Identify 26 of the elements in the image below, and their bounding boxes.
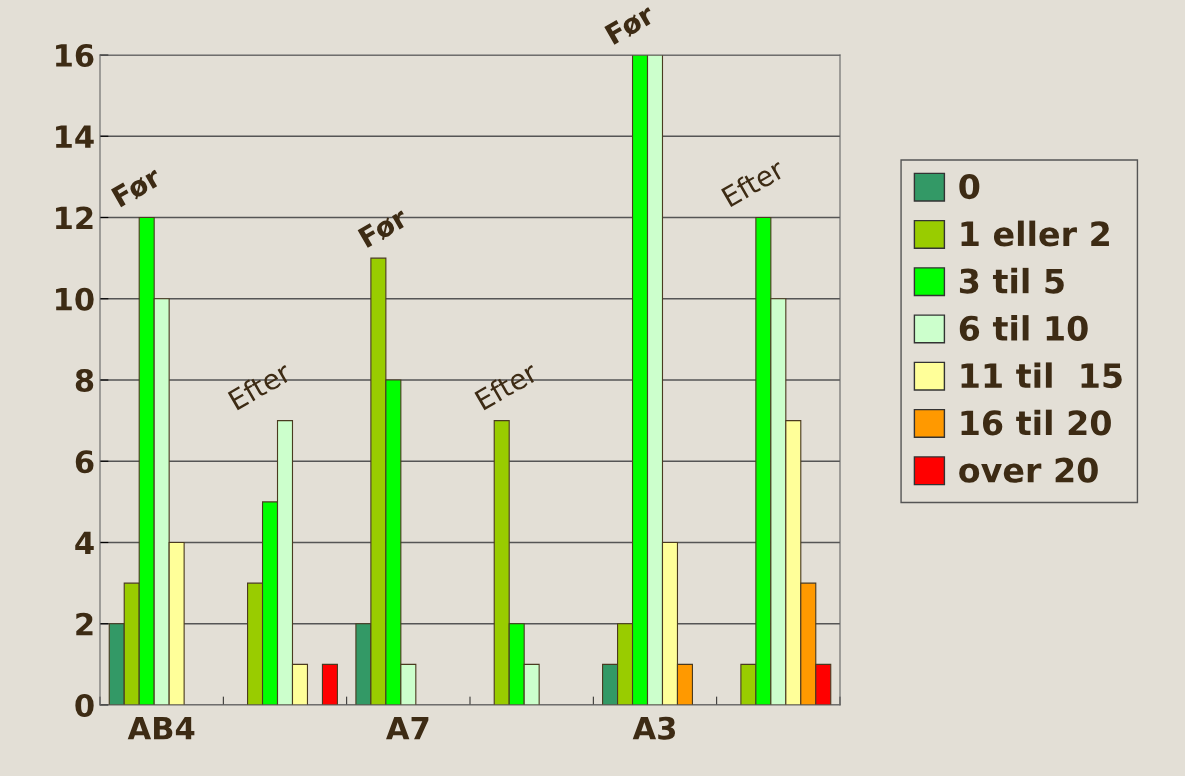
y-tick-label: 8 (75, 368, 94, 393)
annotation: Efter (720, 157, 787, 208)
bar (321, 663, 338, 705)
y-tick-label: 16 (56, 43, 94, 68)
legend-label: 16 til 20 (961, 409, 1111, 436)
annotation: Efter (227, 360, 294, 411)
y-tick-label: 14 (56, 125, 94, 148)
y-tick-label: 4 (75, 531, 94, 555)
legend-label: 6 til 10 (959, 315, 1088, 341)
x-tick-label: AB4 (127, 717, 195, 740)
legend-label: over 20 (959, 457, 1098, 483)
y-tick-label: 10 (56, 287, 94, 311)
legend-label: 11 til 15 (961, 362, 1122, 389)
annotation: Før (357, 206, 410, 249)
x-tick-label: A3 (632, 716, 676, 740)
annotation: Før (110, 165, 164, 209)
legend-label: 1 eller 2 (961, 220, 1109, 247)
legend-label: 3 til 5 (959, 267, 1064, 294)
legend-label: 0 (959, 173, 980, 200)
y-tick-label: 6 (75, 450, 94, 474)
y-tick-label: 2 (76, 612, 93, 636)
text: Før (604, 3, 657, 46)
x-tick-label: A7 (386, 717, 429, 740)
annotation: Efter (473, 360, 540, 411)
y-tick-label: 0 (75, 693, 94, 718)
y-tick-label: 12 (56, 206, 93, 230)
